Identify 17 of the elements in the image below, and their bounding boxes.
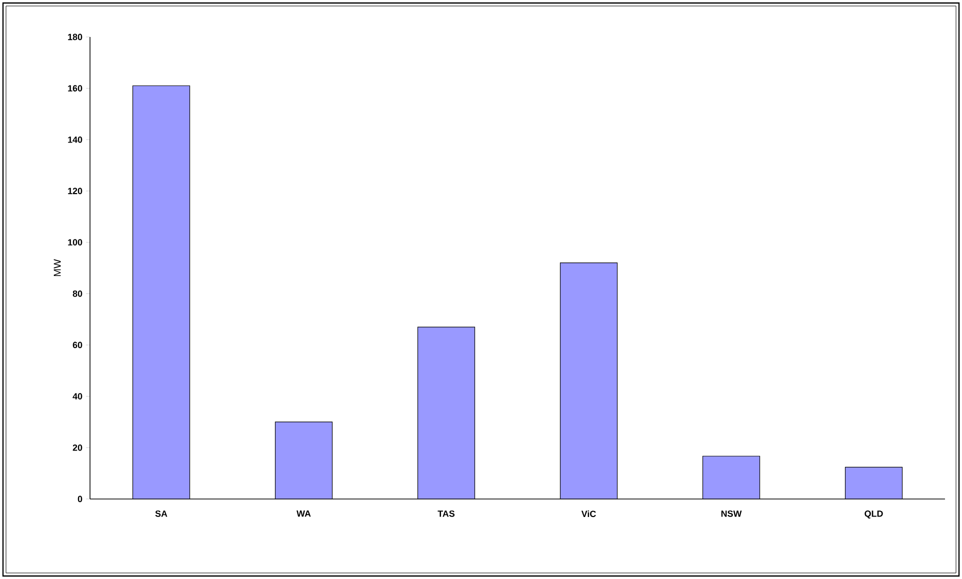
x-tick-label: WA — [296, 510, 311, 517]
y-tick-label: 20 — [72, 444, 82, 451]
x-tick-label: TAS — [438, 510, 455, 517]
y-tick-label: 80 — [72, 290, 82, 297]
x-tick-label: SA — [155, 510, 168, 517]
y-tick-label: 120 — [68, 188, 82, 194]
y-tick-label: 60 — [72, 342, 82, 348]
x-tick-label: QLD — [864, 510, 883, 518]
y-tick-label: 160 — [68, 85, 82, 92]
y-tick-label: 40 — [72, 393, 82, 400]
y-tick-label: 0 — [78, 496, 82, 502]
y-tick-label: 100 — [68, 239, 82, 246]
x-tick-label: ViC — [581, 510, 596, 518]
x-tick-label: NSW — [721, 510, 742, 517]
y-tick-label: 140 — [68, 136, 82, 143]
y-tick-label: 180 — [68, 34, 82, 40]
y-axis-title: MW — [54, 259, 61, 276]
